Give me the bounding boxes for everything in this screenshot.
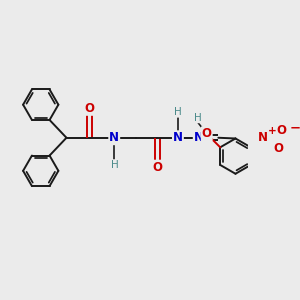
Text: H: H xyxy=(111,160,119,170)
Text: O: O xyxy=(276,124,286,137)
Text: O: O xyxy=(202,127,212,140)
Text: H: H xyxy=(174,107,181,117)
Text: N: N xyxy=(109,131,119,144)
Text: −: − xyxy=(289,121,300,134)
Text: N: N xyxy=(258,131,268,144)
Text: N: N xyxy=(173,131,183,144)
Text: H: H xyxy=(194,113,202,123)
Text: +: + xyxy=(267,126,276,136)
Text: O: O xyxy=(85,102,95,115)
Text: O: O xyxy=(273,142,284,155)
Text: O: O xyxy=(152,160,162,174)
Text: N: N xyxy=(194,131,204,144)
